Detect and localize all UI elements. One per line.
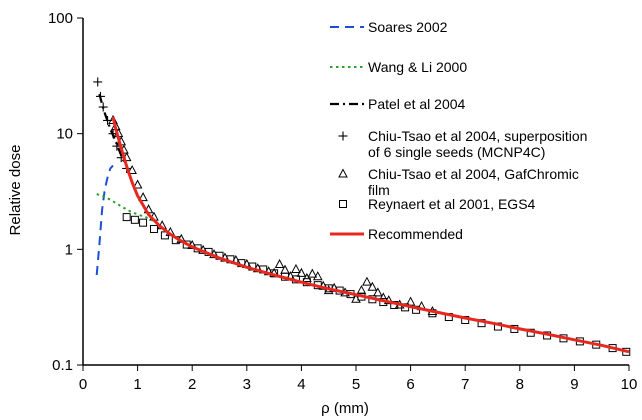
series-line-dotted [96, 193, 155, 223]
plus-point [93, 77, 103, 87]
triangle-point [362, 276, 372, 286]
legend-label: Chiu-Tsao et al 2004, GafChromic film [368, 166, 579, 198]
triangle-point [280, 264, 290, 274]
legend-label-line: Chiu-Tsao et al 2004, superposition [368, 128, 587, 144]
x-tick-label: 7 [461, 376, 469, 393]
x-tick-label: 1 [133, 376, 141, 393]
legend-label: Wang & Li 2000 [368, 59, 467, 75]
x-tick-label: 9 [570, 376, 578, 393]
triangle-point [127, 164, 137, 175]
legend-label-line: Chiu-Tsao et al 2004, GafChromic [368, 166, 579, 182]
y-axis-title: Relative dose [7, 145, 24, 236]
square-point [139, 218, 148, 227]
x-axis-title: ρ (mm) [321, 400, 369, 417]
triangle-point [291, 263, 301, 273]
x-tick-label: 0 [79, 376, 87, 393]
triangle-point [138, 192, 148, 202]
x-tick-label: 5 [352, 376, 360, 393]
triangle-point [296, 267, 307, 277]
triangle-point [274, 258, 285, 268]
triangle-point [312, 271, 323, 281]
x-tick-label: 3 [243, 376, 251, 393]
triangle-point [373, 287, 383, 297]
y-tick-label: 10 [56, 126, 73, 143]
legend-label-line: of 6 single seeds (MCNP4C) [368, 144, 545, 160]
legend-label: Recommended [368, 226, 463, 242]
square-point [130, 215, 139, 224]
x-tick-label: 4 [297, 376, 305, 393]
legend-swatch-marker [339, 200, 347, 208]
legend-label: Patel et al 2004 [368, 96, 466, 112]
legend-swatch-marker [338, 168, 348, 178]
legend-label: Chiu-Tsao et al 2004, superposition of 6 … [368, 128, 587, 160]
series-line-dashdot [98, 93, 128, 167]
series-line-dashed [95, 164, 114, 276]
legend-label: Soares 2002 [368, 19, 448, 35]
chart-legend: Soares 2002 Wang & Li 2000 Patel et al 200… [330, 19, 587, 242]
triangle-point [356, 285, 367, 295]
x-tick-label: 6 [406, 376, 414, 393]
legend-label-line: film [368, 182, 390, 198]
x-tick-label: 2 [188, 376, 196, 393]
y-tick-label: 1 [65, 241, 73, 258]
chart-axes [82, 18, 629, 366]
triangle-point [367, 281, 378, 291]
square-point [122, 213, 131, 222]
square-point [149, 224, 158, 233]
series-line-solid [111, 116, 630, 354]
x-tick-label: 10 [621, 376, 638, 393]
x-tick-label: 8 [516, 376, 524, 393]
legend-swatch-marker [338, 131, 348, 141]
triangle-point [132, 179, 143, 189]
y-tick-label: 0.1 [52, 357, 73, 374]
chart-ticks: 0 1 2 3 4 5 6 7 8 9 10 0.1 1 10 100 [48, 10, 637, 393]
y-tick-label: 100 [48, 10, 73, 27]
legend-label: Reynaert et al 2001, EGS4 [368, 196, 536, 212]
triangle-point [302, 272, 312, 282]
chart-plot-area [93, 77, 631, 356]
triangle-point [307, 268, 318, 278]
